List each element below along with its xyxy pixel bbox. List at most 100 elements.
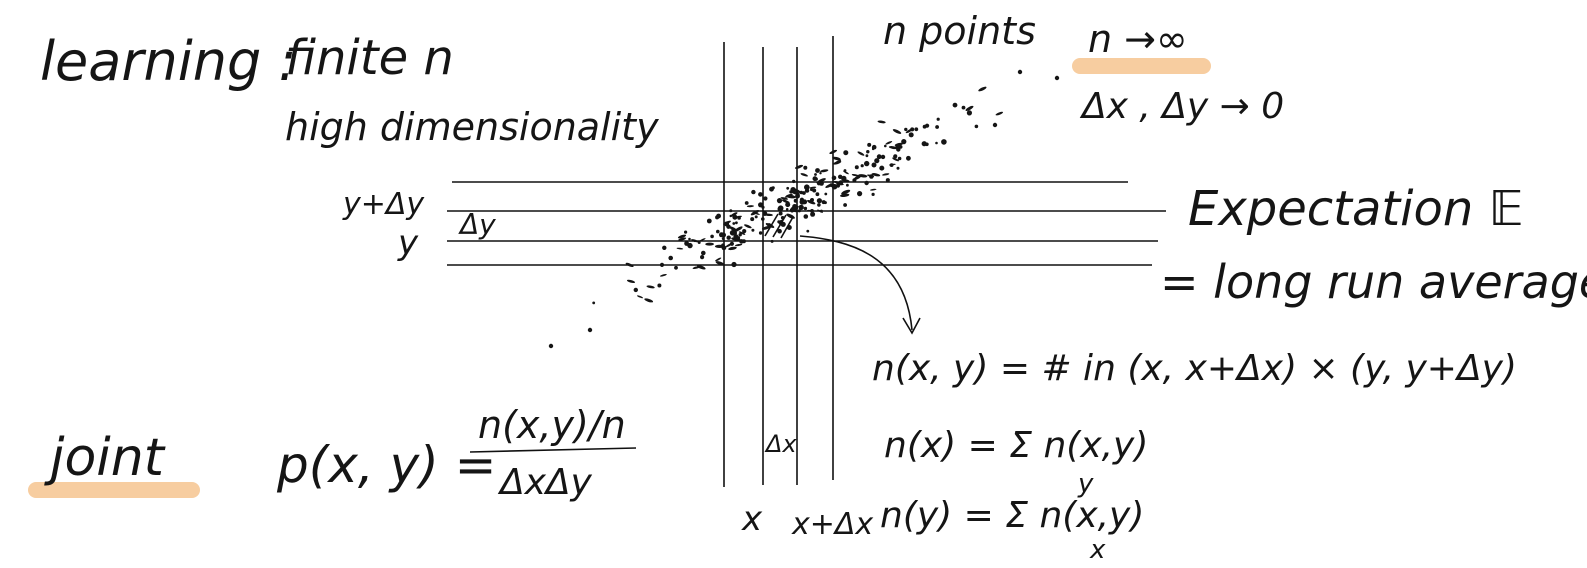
scatter-point xyxy=(941,139,947,145)
scatter-point xyxy=(867,142,872,147)
scatter-point xyxy=(935,125,939,129)
scatter-point xyxy=(803,206,808,211)
scatter-point xyxy=(684,230,688,234)
scatter-point xyxy=(750,210,760,216)
scatter-point xyxy=(852,178,857,183)
joint-label: joint xyxy=(44,428,166,488)
scatter-point xyxy=(659,273,667,277)
scatter-point xyxy=(866,150,870,154)
scatter-point xyxy=(785,193,793,198)
scatter-point xyxy=(961,105,966,110)
scatter-point xyxy=(668,255,673,261)
scatter-point xyxy=(892,129,902,134)
scatter-point xyxy=(786,186,790,190)
scatter-point xyxy=(871,192,875,196)
fraction-bar xyxy=(469,447,637,453)
scatter-point xyxy=(995,111,1004,116)
marginal-y-subscript: x xyxy=(1089,535,1106,565)
scatter-point xyxy=(793,198,798,203)
scatter-point xyxy=(800,173,808,177)
scatter-point xyxy=(1054,75,1060,81)
scatter-point xyxy=(803,165,808,170)
scatter-point xyxy=(750,217,755,222)
scatter-point xyxy=(895,143,901,149)
scatter-point xyxy=(729,241,735,246)
scatter-point xyxy=(858,174,868,178)
scatter-point xyxy=(882,173,890,176)
scatter-point xyxy=(879,165,885,171)
x-label: x xyxy=(741,499,763,539)
arrow-head xyxy=(902,317,921,335)
scatter-point xyxy=(817,209,823,213)
scatter-point xyxy=(815,192,820,197)
scatter-point xyxy=(978,86,987,92)
scatter-point xyxy=(644,298,654,303)
scatter-point xyxy=(765,223,775,228)
scatter-point xyxy=(841,175,847,182)
scatter-point xyxy=(715,257,722,262)
scatter-point xyxy=(734,243,743,247)
scatter-point xyxy=(657,283,662,288)
scatter-point xyxy=(905,128,913,134)
scatter-point xyxy=(803,214,809,219)
scatter-point xyxy=(735,221,738,225)
scatter-point xyxy=(762,211,768,217)
scatter-point xyxy=(674,265,678,270)
scatter-point xyxy=(815,168,820,173)
scatter-point xyxy=(877,120,886,124)
scatter-point xyxy=(810,198,813,202)
scatter-point xyxy=(817,203,821,207)
scatter-point xyxy=(814,173,817,176)
scatter-point xyxy=(691,239,699,243)
scatter-point xyxy=(906,155,911,161)
marginal-x: n(x) = Σ n(x,y) xyxy=(884,425,1148,466)
scatter-point xyxy=(816,198,823,204)
scatter-point xyxy=(742,229,747,234)
scatter-point xyxy=(804,184,810,190)
scatter-point xyxy=(864,180,869,186)
scatter-point xyxy=(834,159,842,165)
scatter-point xyxy=(896,166,900,170)
scatter-point xyxy=(785,202,791,208)
scatter-point xyxy=(792,205,799,211)
scatter-point xyxy=(871,173,881,177)
scatter-point xyxy=(716,229,720,234)
scatter-point xyxy=(646,285,655,289)
scatter-point xyxy=(736,236,741,240)
scatter-points xyxy=(548,69,1060,349)
scatter-point xyxy=(744,201,749,205)
scatter-point xyxy=(659,262,665,267)
scatter-point xyxy=(885,141,893,145)
scatter-point xyxy=(843,203,847,207)
scatter-point xyxy=(846,183,849,187)
scatter-point xyxy=(761,225,771,230)
horizontal-lines xyxy=(447,181,1166,266)
dx-label: Δx xyxy=(764,430,797,458)
scatter-point xyxy=(721,234,725,238)
scatter-point xyxy=(688,237,691,241)
learning-label: learning : xyxy=(40,30,297,93)
scatter-point xyxy=(824,192,828,196)
scatter-point xyxy=(799,197,805,202)
scatter-point xyxy=(823,201,827,205)
scatter-point xyxy=(812,176,818,182)
joint-formula-numerator: n(x,y)/n xyxy=(478,403,626,447)
scatter-point xyxy=(732,214,738,220)
scatter-point xyxy=(754,215,758,219)
scatter-point xyxy=(729,209,733,213)
scatter-point xyxy=(780,197,789,200)
marginal-y: n(y) = Σ n(x,y) xyxy=(880,495,1144,536)
scatter-point xyxy=(866,174,875,178)
scatter-point xyxy=(548,343,554,349)
scatter-point xyxy=(810,209,814,213)
scatter-point xyxy=(758,192,763,197)
scatter-point xyxy=(587,327,593,333)
scatter-point xyxy=(734,226,743,232)
scatter-point xyxy=(777,206,783,212)
scatter-point xyxy=(744,224,752,229)
scatter-point xyxy=(701,250,706,256)
scatter-point xyxy=(829,149,838,154)
expectation-label: Expectation 𝔼 xyxy=(1188,181,1524,237)
joint-formula-lhs: p(x, y) = xyxy=(276,436,497,494)
high-dimensionality-label: high dimensionality xyxy=(285,105,659,149)
